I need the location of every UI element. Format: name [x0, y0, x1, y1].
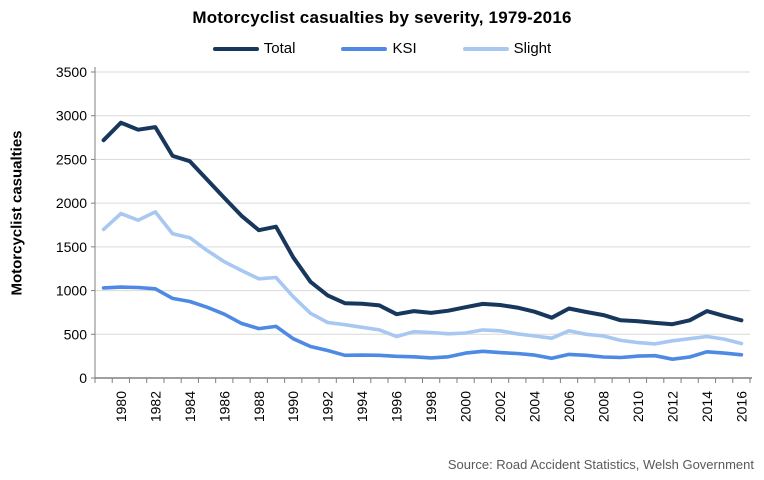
legend-swatch-slight-icon	[462, 46, 509, 51]
x-axis-label-1988: 1988	[251, 391, 267, 422]
x-axis-label-2012: 2012	[664, 391, 680, 422]
legend-item-ksi: KSI	[341, 40, 417, 57]
legend-swatch-ksi-icon	[341, 46, 388, 51]
x-axis-label-2016: 2016	[733, 391, 749, 422]
legend-label-total: Total	[263, 40, 296, 57]
legend-item-total: Total	[212, 40, 296, 57]
series-line-total	[101, 120, 744, 327]
source-note: Source: Road Accident Statistics, Welsh …	[447, 457, 754, 472]
x-axis-label-1994: 1994	[354, 391, 370, 422]
y-axis-label-3000: 3000	[56, 108, 87, 124]
y-axis-label-2000: 2000	[56, 195, 87, 211]
series-line-slight	[101, 210, 744, 346]
legend-swatch-total-icon	[212, 46, 259, 51]
legend-item-slight: Slight	[462, 40, 552, 57]
x-axis-label-2010: 2010	[630, 391, 646, 422]
x-axis-label-1998: 1998	[423, 391, 439, 422]
y-axis-label-1500: 1500	[56, 239, 87, 255]
y-axis-title: Motorcyclist casualties	[8, 130, 26, 296]
legend-label-slight: Slight	[513, 40, 552, 57]
series-line-ksi	[101, 285, 744, 362]
y-axis-label-3500: 3500	[56, 64, 87, 80]
x-axis-label-2008: 2008	[595, 391, 611, 422]
y-axis-label-2500: 2500	[56, 151, 87, 167]
y-axis-label-1000: 1000	[56, 283, 87, 299]
x-axis-label-1990: 1990	[285, 391, 301, 422]
x-axis-label-1992: 1992	[320, 391, 336, 422]
x-axis-label-2014: 2014	[699, 391, 715, 422]
y-axis-label-0: 0	[79, 370, 87, 386]
y-axis-label-500: 500	[64, 326, 88, 342]
x-axis-label-1982: 1982	[147, 391, 163, 422]
chart-legend: Total KSI Slight	[0, 40, 764, 57]
x-axis-label-1986: 1986	[216, 391, 232, 422]
x-axis-label-2006: 2006	[561, 391, 577, 422]
x-axis-label-1980: 1980	[113, 391, 129, 422]
x-axis-label-2004: 2004	[527, 391, 543, 422]
legend-label-ksi: KSI	[392, 40, 417, 57]
chart-title: Motorcyclist casualties by severity, 197…	[192, 8, 572, 27]
x-axis-label-2002: 2002	[492, 391, 508, 422]
x-axis-label-1996: 1996	[389, 391, 405, 422]
x-axis-label-2000: 2000	[458, 391, 474, 422]
x-axis-label-1984: 1984	[182, 391, 198, 422]
